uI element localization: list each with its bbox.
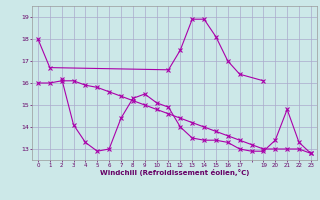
X-axis label: Windchill (Refroidissement éolien,°C): Windchill (Refroidissement éolien,°C)	[100, 169, 249, 176]
